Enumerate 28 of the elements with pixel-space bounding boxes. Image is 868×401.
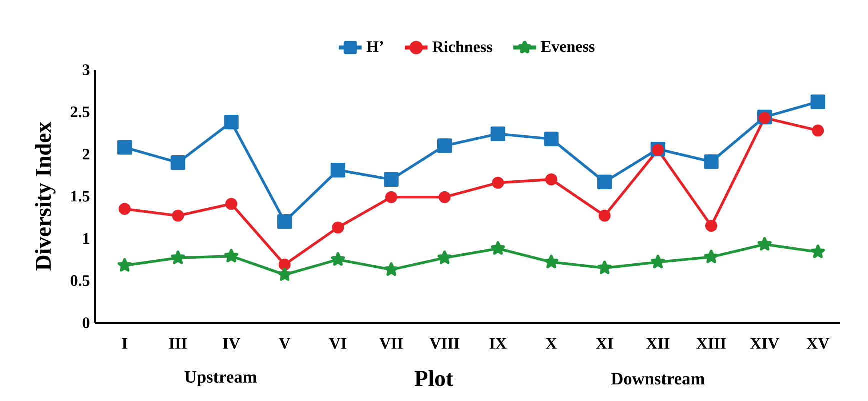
legend-label: H’ [366,41,384,52]
text: Upstream [184,371,257,387]
y-tick-label: 0 [82,318,90,328]
y-tick-label: 3 [82,64,90,76]
x-tick-label: XIV [750,338,780,350]
text: Downstream [611,373,705,385]
legend-label: Eveness [541,41,595,52]
x-tick-label: IV [223,338,240,350]
y-tick-label: 0.5 [70,275,90,286]
x-tick-label: XV [806,338,830,350]
x-tick-label: V [279,338,290,350]
x-tick-label: VII [380,338,403,350]
x-tick-label: VI [329,338,347,350]
y-tick-label: 1 [84,233,90,244]
x-tick-label: X [546,338,558,349]
y-tick-label: 2.5 [70,106,90,118]
x-tick-label: VIII [430,338,460,350]
x-tick-label: XIII [696,338,726,349]
x-tick-label: XI [596,338,614,349]
y-tick-label: 1.5 [72,191,90,202]
legend-label: Richness [432,41,492,52]
x-tick-label: III [169,338,187,349]
x-tick-label: IX [490,338,507,349]
y-tick-label: 2 [82,149,90,160]
x-tick-label: XII [646,338,670,349]
x-axis-title: Plot [414,370,454,386]
x-tick-label: I [122,338,128,349]
y-axis-title: Diversity Index [35,122,56,271]
